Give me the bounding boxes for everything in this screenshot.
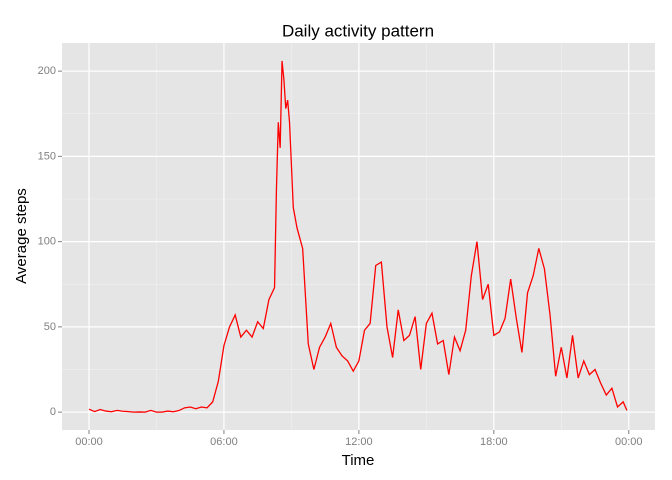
x-tick-label: 00:00 [75, 436, 103, 448]
x-tick-label: 18:00 [480, 436, 508, 448]
y-tick-label: 200 [38, 65, 56, 77]
x-axis-label: Time [342, 452, 375, 469]
y-axis-label: Average steps [13, 188, 30, 284]
x-tick-label: 00:00 [615, 436, 643, 448]
y-tick-label: 100 [38, 236, 56, 248]
chart-title: Daily activity pattern [282, 21, 434, 40]
line [88, 60, 628, 413]
x-tick-label: 12:00 [345, 436, 373, 448]
y-tick-label: 0 [50, 406, 56, 418]
y-tick-label: 50 [44, 321, 56, 333]
y-tick-label: 150 [38, 150, 56, 162]
x-tick-label: 06:00 [210, 436, 238, 448]
